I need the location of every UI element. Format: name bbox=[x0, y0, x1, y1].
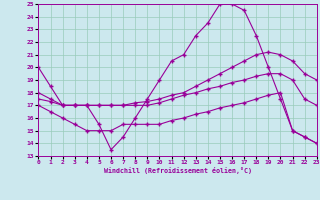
X-axis label: Windchill (Refroidissement éolien,°C): Windchill (Refroidissement éolien,°C) bbox=[104, 167, 252, 174]
